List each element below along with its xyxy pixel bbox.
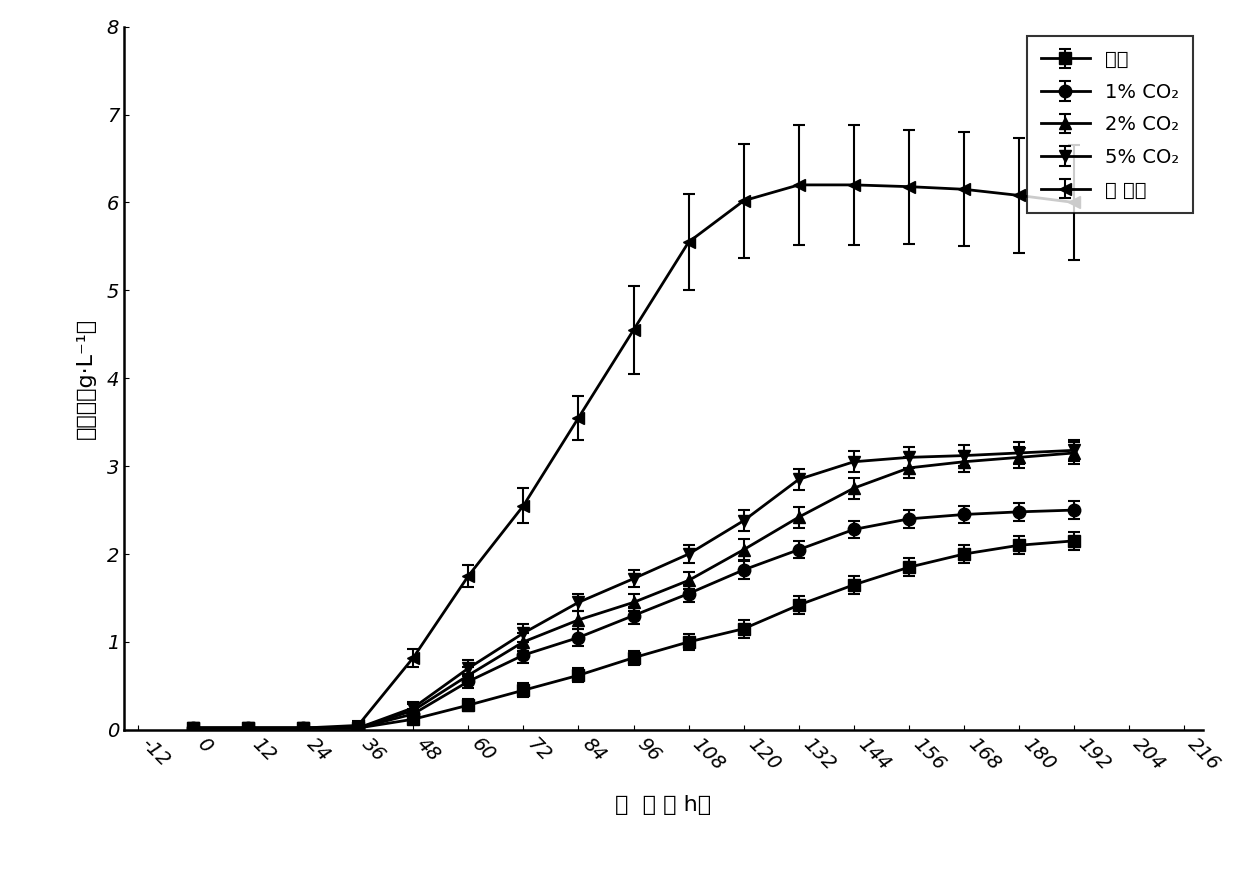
Y-axis label: 生物量（g·L⁻¹）: 生物量（g·L⁻¹） <box>76 318 95 439</box>
X-axis label: 时  间 （ h）: 时 间 （ h） <box>615 795 712 815</box>
Legend: 空气, 1% CO₂, 2% CO₂, 5% CO₂, 葡 萄糖: 空气, 1% CO₂, 2% CO₂, 5% CO₂, 葡 萄糖 <box>1028 36 1193 213</box>
